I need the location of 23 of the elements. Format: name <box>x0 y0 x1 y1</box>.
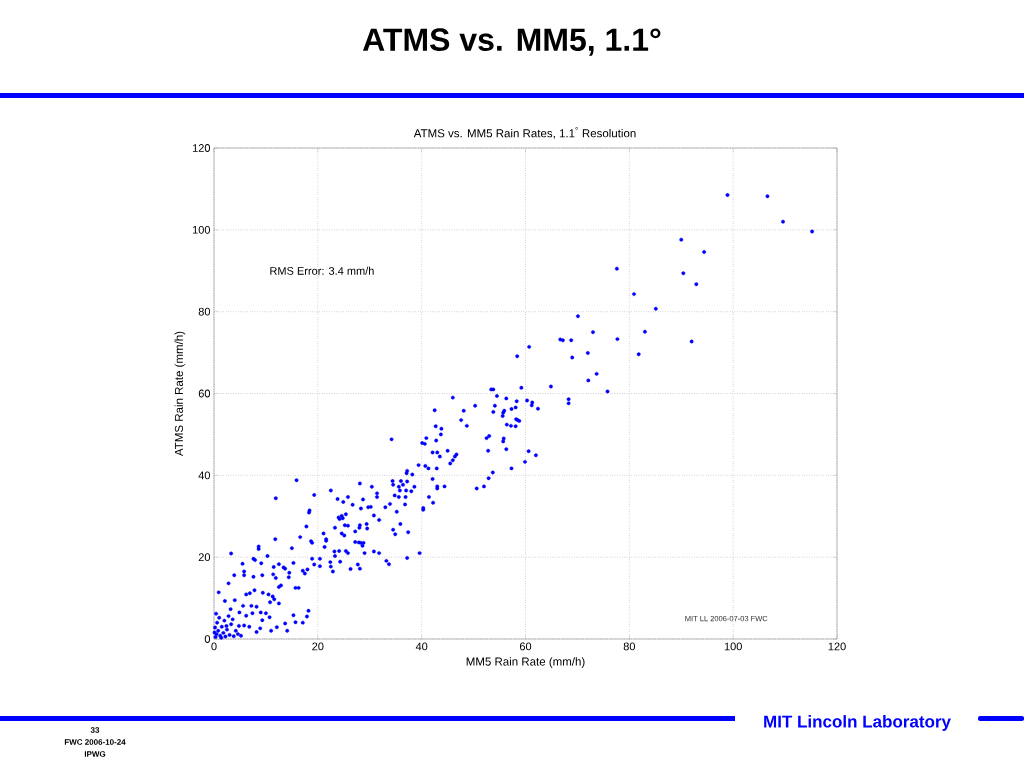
x-axis-title: MM5 Rain Rate (mm/h) <box>466 657 585 668</box>
x-tick-label: 120 <box>828 642 846 651</box>
y-axis-title: ATMS Rain Rate (mm/h) <box>174 331 186 457</box>
chart-subtitle: ATMS vs. MM5 Rain Rates, 1.1$^{°}$ Resolution <box>413 127 636 139</box>
y-tick-label: 60 <box>198 389 211 398</box>
chart-title: ATMS vs. MM5, 1.1° <box>362 28 661 56</box>
y-tick-label: 20 <box>198 553 211 562</box>
annotation: RMS Error: 3.4 mm/h <box>270 266 374 275</box>
y-tick-label: 100 <box>192 225 211 234</box>
x-tick-label: 100 <box>724 642 742 651</box>
y-tick-label: 80 <box>198 307 211 316</box>
y-tick-label: 40 <box>198 471 211 480</box>
text: FWC 2006-10-24 <box>64 739 126 745</box>
y-tick-label: 0 <box>204 635 211 643</box>
text: MIT Lincoln Laboratory <box>764 715 951 731</box>
x-tick-label: 60 <box>519 642 532 651</box>
x-tick-label: 80 <box>623 642 636 651</box>
x-tick-label: 0 <box>211 642 217 651</box>
x-tick-label: 20 <box>312 642 324 651</box>
text: 33 <box>90 727 100 733</box>
text: IPWG <box>84 751 106 757</box>
x-tick-label: 40 <box>415 642 428 651</box>
y-tick-label: 120 <box>192 144 211 152</box>
